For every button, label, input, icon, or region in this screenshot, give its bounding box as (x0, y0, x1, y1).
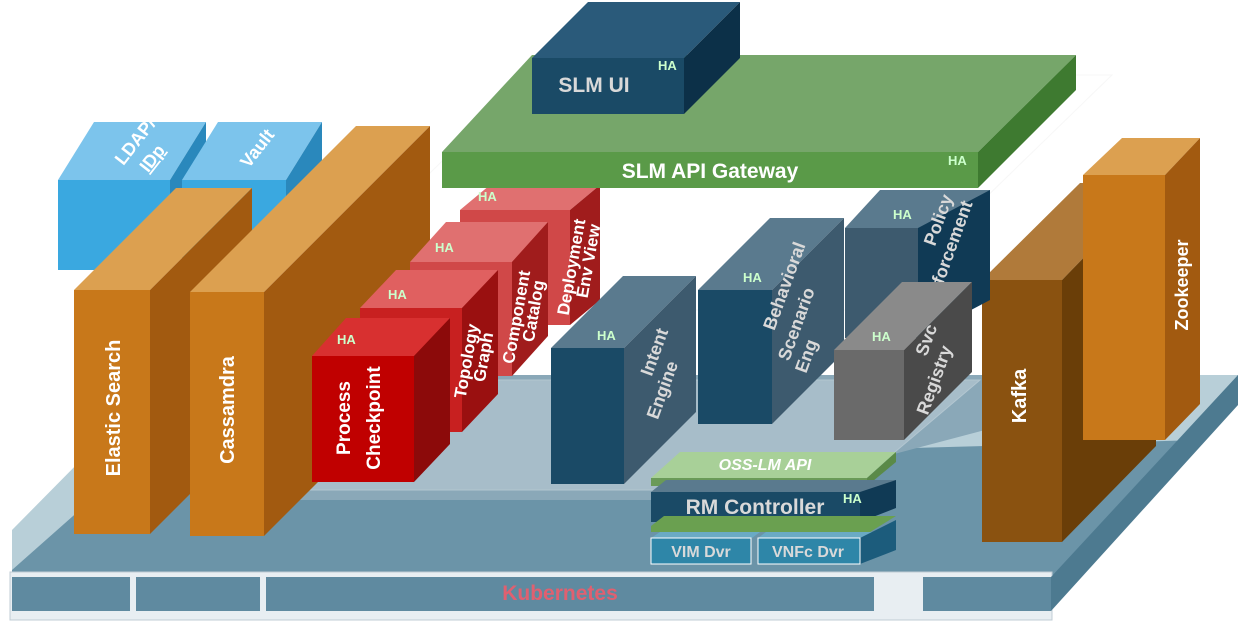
svg-text:HA: HA (435, 240, 454, 255)
kubernetes-segment-1 (12, 577, 130, 611)
svg-text:VNFc Dvr: VNFc Dvr (772, 544, 844, 561)
svg-text:Checkpoint: Checkpoint (364, 366, 385, 470)
policy-enforcement-block: HA Policy Enforcement (845, 190, 990, 338)
svg-text:SLM UI: SLM UI (558, 74, 629, 97)
svg-text:HA: HA (658, 58, 677, 73)
svg-text:HA: HA (337, 332, 356, 347)
rm-controller-block: RM Controller HA (651, 480, 896, 522)
kubernetes-segment-2 (136, 577, 260, 611)
process-checkpoint-block: HA Process Checkpoint (312, 318, 450, 482)
svg-text:VIM Dvr: VIM Dvr (671, 544, 731, 561)
svg-text:HA: HA (478, 189, 497, 204)
svg-text:Elastic Search: Elastic Search (103, 340, 125, 477)
behavioral-scenario-eng-block: HA Behavioral Scenario Eng (698, 218, 844, 424)
vnfc-dvr-block: VNFc Dvr (757, 520, 896, 565)
svc-registry-block: HA Svc Registry (834, 282, 972, 440)
svg-text:HA: HA (597, 328, 616, 343)
slm-ui-block: SLM UI HA (532, 2, 740, 114)
svg-text:HA: HA (388, 287, 407, 302)
kubernetes-segment-4 (923, 577, 1051, 611)
kubernetes-segment-3 (266, 577, 874, 611)
svg-text:RM Controller: RM Controller (686, 496, 825, 519)
svg-text:OSS-LM API: OSS-LM API (719, 457, 812, 474)
zookeeper-block: Zookeeper (1083, 138, 1200, 440)
vim-dvr-block: VIM Dvr (650, 532, 760, 565)
slm-api-gateway-block: SLM API Gateway HA (442, 55, 1076, 188)
svg-text:Cassamdra: Cassamdra (217, 355, 239, 464)
svg-text:Process: Process (334, 381, 355, 455)
svg-text:HA: HA (893, 207, 912, 222)
driver-separator (651, 516, 896, 532)
svg-text:HA: HA (843, 491, 862, 506)
svg-text:SLM API Gateway: SLM API Gateway (622, 160, 799, 183)
kubernetes-label: Kubernetes (502, 582, 618, 605)
svg-text:HA: HA (872, 329, 891, 344)
svg-text:Kafka: Kafka (1009, 368, 1031, 423)
svg-text:Zookeeper: Zookeeper (1172, 239, 1192, 330)
svg-text:HA: HA (743, 270, 762, 285)
intent-engine-block: HA Intent Engine (551, 276, 696, 484)
svg-text:HA: HA (948, 153, 967, 168)
